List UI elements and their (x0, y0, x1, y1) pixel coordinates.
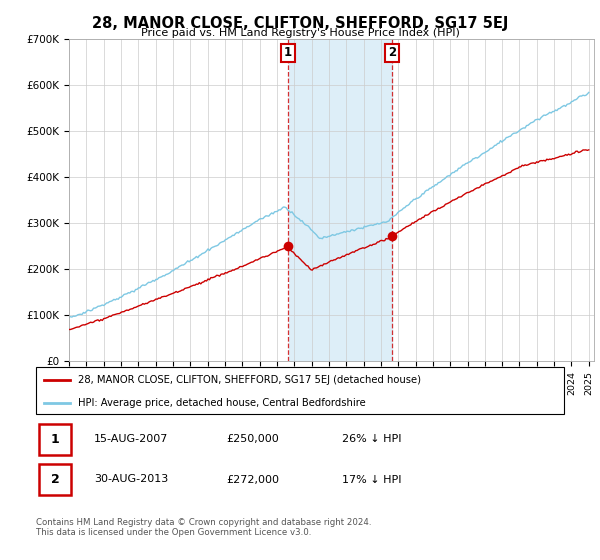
Text: 1: 1 (284, 46, 292, 59)
Text: 2: 2 (388, 46, 397, 59)
Text: 17% ↓ HPI: 17% ↓ HPI (342, 474, 402, 484)
FancyBboxPatch shape (38, 424, 71, 455)
Text: 2: 2 (50, 473, 59, 486)
Text: 30-AUG-2013: 30-AUG-2013 (94, 474, 169, 484)
Text: 15-AUG-2007: 15-AUG-2007 (94, 435, 169, 445)
Text: 28, MANOR CLOSE, CLIFTON, SHEFFORD, SG17 5EJ: 28, MANOR CLOSE, CLIFTON, SHEFFORD, SG17… (92, 16, 508, 31)
Text: HPI: Average price, detached house, Central Bedfordshire: HPI: Average price, detached house, Cent… (78, 398, 366, 408)
Text: Contains HM Land Registry data © Crown copyright and database right 2024.
This d: Contains HM Land Registry data © Crown c… (36, 518, 371, 538)
Text: 26% ↓ HPI: 26% ↓ HPI (342, 435, 402, 445)
Text: Price paid vs. HM Land Registry's House Price Index (HPI): Price paid vs. HM Land Registry's House … (140, 28, 460, 38)
Text: £272,000: £272,000 (226, 474, 279, 484)
Text: 28, MANOR CLOSE, CLIFTON, SHEFFORD, SG17 5EJ (detached house): 28, MANOR CLOSE, CLIFTON, SHEFFORD, SG17… (78, 375, 421, 385)
Text: 1: 1 (50, 433, 59, 446)
FancyBboxPatch shape (38, 464, 71, 494)
Text: £250,000: £250,000 (226, 435, 279, 445)
